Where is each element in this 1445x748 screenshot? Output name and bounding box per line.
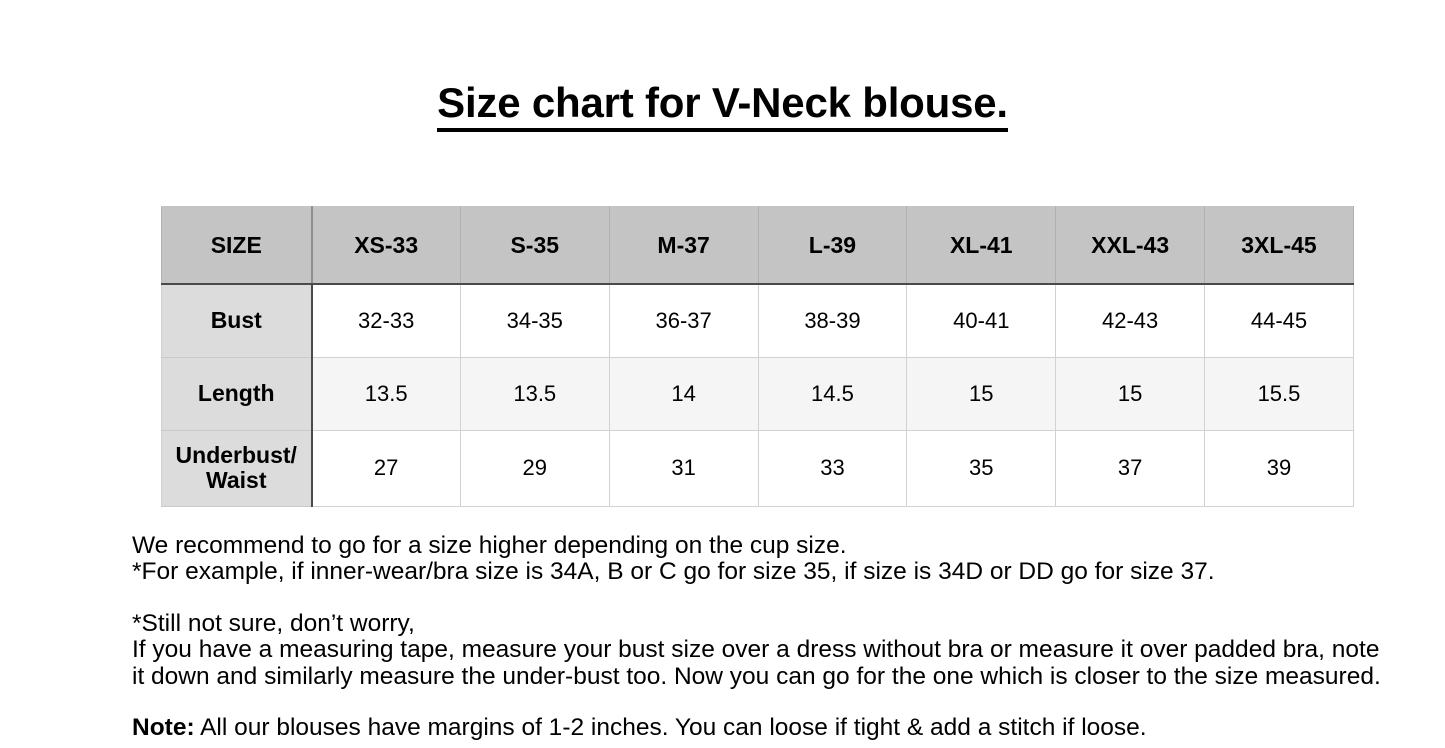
recommendation-line-2: *For example, if inner-wear/bra size is … (132, 558, 1215, 586)
row-label-bust: Bust (161, 283, 313, 358)
table-row: Bust 32-33 34-35 36-37 38-39 40-41 42-43… (161, 283, 1354, 358)
measuring-line-2: If you have a measuring tape, measure yo… (132, 636, 1381, 690)
cell-length-l: 14.5 (757, 356, 908, 431)
table-header-row: SIZE XS-33 S-35 M-37 L-39 XL-41 XXL-43 3… (161, 206, 1354, 286)
cell-underbust-s: 29 (459, 429, 610, 507)
cell-bust-3xl: 44-45 (1204, 283, 1354, 358)
cell-underbust-l: 33 (757, 429, 908, 507)
cell-bust-m: 36-37 (608, 283, 759, 358)
column-header-xl: XL-41 (906, 206, 1057, 286)
cell-underbust-xs: 27 (311, 429, 461, 507)
cell-length-xs: 13.5 (311, 356, 461, 431)
row-label-underbust-waist: Underbust/ Waist (161, 429, 313, 507)
cell-bust-l: 38-39 (757, 283, 908, 358)
cell-length-s: 13.5 (459, 356, 610, 431)
column-header-l: L-39 (757, 206, 908, 286)
cell-length-xxl: 15 (1055, 356, 1206, 431)
row-label-underbust-line1: Underbust/ (175, 441, 297, 468)
notes-section: We recommend to go for a size higher dep… (0, 531, 1445, 742)
table-header: SIZE XS-33 S-35 M-37 L-39 XL-41 XXL-43 3… (161, 206, 1354, 286)
note-paragraph: Note: All our blouses have margins of 1-… (132, 714, 1385, 742)
size-chart-table: SIZE XS-33 S-35 M-37 L-39 XL-41 XXL-43 3… (161, 206, 1354, 507)
cell-length-xl: 15 (906, 356, 1057, 431)
table-row: Length 13.5 13.5 14 14.5 15 15 15.5 (161, 356, 1354, 431)
cell-underbust-3xl: 39 (1204, 429, 1354, 507)
recommendation-line-1: We recommend to go for a size higher dep… (132, 531, 847, 559)
cell-bust-xs: 32-33 (311, 283, 461, 358)
measuring-line-1: *Still not sure, don’t worry, (132, 609, 415, 637)
table-body: Bust 32-33 34-35 36-37 38-39 40-41 42-43… (161, 283, 1354, 507)
measuring-paragraph: *Still not sure, don’t worry, If you hav… (132, 609, 1385, 690)
page-title-container: Size chart for V-Neck blouse. (0, 0, 1445, 160)
column-header-3xl: 3XL-45 (1204, 206, 1354, 286)
cell-underbust-xxl: 37 (1055, 429, 1206, 507)
cell-bust-xl: 40-41 (906, 283, 1057, 358)
page-title: Size chart for V-Neck blouse. (437, 79, 1008, 133)
note-label: Note: (132, 714, 195, 742)
column-header-xs: XS-33 (311, 206, 461, 286)
table-row: Underbust/ Waist 27 29 31 33 35 37 39 (161, 429, 1354, 507)
cell-bust-xxl: 42-43 (1055, 283, 1206, 358)
column-header-xxl: XXL-43 (1055, 206, 1206, 286)
row-label-underbust-line2: Waist (206, 467, 267, 494)
cell-length-3xl: 15.5 (1204, 356, 1354, 431)
size-chart-table-container: SIZE XS-33 S-35 M-37 L-39 XL-41 XXL-43 3… (0, 206, 1445, 507)
column-header-m: M-37 (608, 206, 759, 286)
column-header-s: S-35 (459, 206, 610, 286)
cell-length-m: 14 (608, 356, 759, 431)
recommendation-paragraph: We recommend to go for a size higher dep… (132, 531, 1385, 586)
cell-underbust-xl: 35 (906, 429, 1057, 507)
cell-underbust-m: 31 (608, 429, 759, 507)
column-header-size: SIZE (161, 206, 313, 286)
row-label-length: Length (161, 356, 313, 431)
note-text: All our blouses have margins of 1-2 inch… (194, 714, 1147, 742)
cell-bust-s: 34-35 (459, 283, 610, 358)
